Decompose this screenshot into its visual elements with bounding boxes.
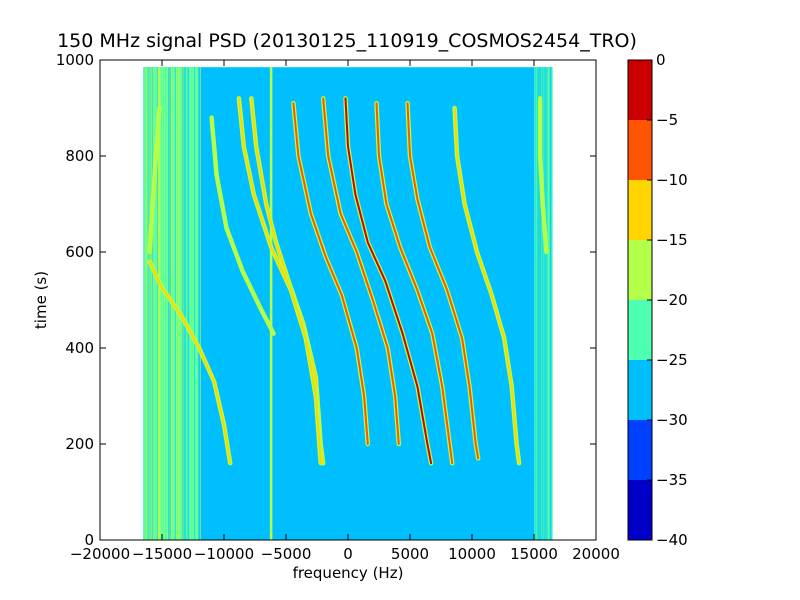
x-axis: −20000 −15000 −10000 −5000 0 5000 10000 15000 20…: [70, 60, 620, 563]
signal-track: [375, 102, 454, 465]
signal-track: [237, 97, 322, 465]
signal-track: [322, 97, 400, 445]
x-tick-label: −20000: [70, 545, 130, 563]
signal-track: [210, 116, 275, 335]
x-tick-label: −10000: [194, 545, 254, 563]
y-axis-label: time (s): [32, 271, 50, 329]
x-tick-label: 15000: [510, 545, 558, 563]
colorbar-tick-label: −40: [656, 531, 688, 549]
x-tick-label: 10000: [448, 545, 496, 563]
signal-track: [344, 97, 433, 465]
colorbar-tick-label: 0: [656, 51, 666, 69]
colorbar-tick-label: −5: [656, 111, 678, 129]
colorbar-tick-label: −20: [656, 291, 688, 309]
y-axis: 0 200 400 600 800 1000: [56, 51, 596, 549]
signal-track: [148, 107, 161, 253]
y-tick-label: 600: [65, 243, 94, 261]
signal-track: [292, 102, 369, 445]
colorbar: 0 −5 −10 −15 −20 −25 −30 −35 −40: [627, 51, 688, 549]
plot-area: [99, 59, 597, 541]
colorbar-segment: [628, 180, 652, 240]
x-axis-label: frequency (Hz): [293, 564, 404, 582]
y-tick-label: 400: [65, 339, 94, 357]
chart-title: 150 MHz signal PSD (20130125_110919_COSM…: [57, 30, 637, 52]
x-tick-label: 0: [343, 545, 353, 563]
signal-track: [148, 260, 232, 465]
y-tick-label: 1000: [56, 51, 94, 69]
x-tick-label: −15000: [132, 545, 192, 563]
band-edge-noise: [143, 67, 553, 540]
colorbar-segment: [628, 480, 652, 540]
colorbar-tick-label: −10: [656, 171, 688, 189]
colorbar-segment: [628, 420, 652, 480]
colorbar-segment: [628, 240, 652, 300]
colorbar-tick-label: −15: [656, 231, 688, 249]
x-tick-label: −5000: [261, 545, 312, 563]
signal-track: [406, 102, 480, 460]
colorbar-tick-label: −35: [656, 471, 688, 489]
colorbar-tick-label: −25: [656, 351, 688, 369]
y-tick-label: 0: [84, 531, 94, 549]
colorbar-segment: [628, 360, 652, 420]
y-tick-label: 800: [65, 147, 94, 165]
signal-track: [539, 97, 548, 253]
colorbar-tick-label: −30: [656, 411, 688, 429]
signal-track: [453, 107, 521, 465]
colorbar-segment: [628, 300, 652, 360]
y-tick-label: 200: [65, 435, 94, 453]
signal-tracks: [147, 96, 549, 466]
colorbar-segment: [628, 60, 652, 120]
x-tick-label: 20000: [572, 545, 620, 563]
x-tick-label: 5000: [391, 545, 429, 563]
colorbar-segment: [628, 120, 652, 180]
